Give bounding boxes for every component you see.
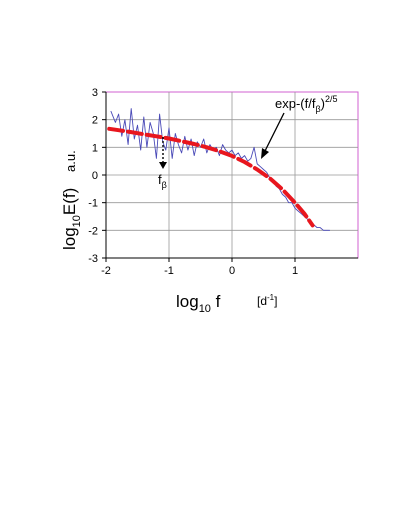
tick-marks <box>102 91 296 262</box>
x-axis-unit-exp: -1 <box>267 293 275 302</box>
plot-area <box>102 91 359 262</box>
y-tick-label: -3 <box>88 253 98 265</box>
x-axis-title-base: 10 <box>199 303 211 315</box>
spectrum-line <box>110 108 331 231</box>
f-beta-arrow <box>159 137 167 169</box>
x-tick-label: -2 <box>101 265 111 277</box>
y-tick-label: 2 <box>92 115 98 127</box>
y-tick-label: 3 <box>92 87 98 99</box>
y-axis-unit: a.u. <box>63 150 78 172</box>
x-tick-label: 1 <box>292 265 298 277</box>
fit-curve-line <box>107 126 315 228</box>
x-axis-unit: [d-1] <box>257 293 277 308</box>
x-tick-labels: -2 -1 0 1 <box>101 265 298 277</box>
f-beta-main: f <box>158 172 162 187</box>
fit-annotation-exp: 2/5 <box>325 94 338 104</box>
fit-annotation-main: exp-(f/f <box>275 96 316 111</box>
x-axis-unit-open: [d <box>257 294 267 308</box>
x-axis-title-var: f <box>211 292 221 311</box>
x-axis-unit-close: ] <box>274 294 277 308</box>
y-tick-labels: 3 2 1 0 -1 -2 -3 <box>88 87 98 265</box>
gridlines <box>106 92 358 258</box>
f-beta-sub: β <box>162 180 167 190</box>
y-tick-label: 1 <box>92 142 98 154</box>
y-tick-label: -1 <box>88 198 98 210</box>
y-axis-title-func: E(f) <box>60 188 79 215</box>
fit-annotation-close: ) <box>321 96 325 111</box>
y-axis-title-log: log <box>60 227 79 250</box>
f-beta-label: fβ <box>158 172 167 190</box>
x-axis-title-log: log <box>176 292 199 311</box>
x-tick-label: 0 <box>229 265 235 277</box>
fit-annotation: exp-(f/fβ)2/5 <box>275 94 338 114</box>
y-axis-title-base: 10 <box>71 215 83 227</box>
x-axis-title: log10 f <box>176 292 221 315</box>
series-layer <box>107 108 331 231</box>
y-axis-title: log10E(f) <box>60 188 83 250</box>
fit-arrow <box>261 112 285 159</box>
x-tick-label: -1 <box>164 265 174 277</box>
fit-annotation-sub: β <box>315 104 320 114</box>
y-tick-label: 0 <box>92 170 98 182</box>
y-tick-label: -2 <box>88 225 98 237</box>
